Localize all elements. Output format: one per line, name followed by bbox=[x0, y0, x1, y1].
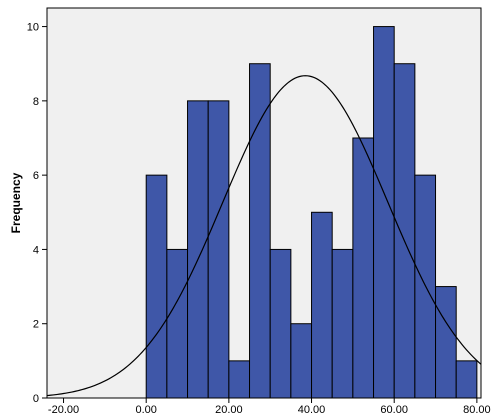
histogram-bar bbox=[207, 100, 230, 399]
x-tick-label: -20.00 bbox=[48, 404, 79, 416]
histogram-bar bbox=[311, 211, 333, 399]
bars-group bbox=[145, 26, 478, 399]
x-tick-label: 40.00 bbox=[298, 404, 326, 416]
y-tick-label: 6 bbox=[33, 170, 39, 182]
x-tick-label: 60.00 bbox=[380, 404, 408, 416]
histogram-bar bbox=[166, 248, 189, 399]
x-axis: -20.00 0.00 20.00 40.00 60.00 80.00 bbox=[48, 398, 491, 416]
y-axis-title: Frequency bbox=[9, 172, 23, 233]
histogram-bar bbox=[269, 248, 292, 399]
y-tick-label: 2 bbox=[33, 319, 39, 331]
histogram-bar bbox=[331, 248, 354, 399]
histogram-bar bbox=[290, 323, 313, 399]
x-tick-label: 20.00 bbox=[215, 404, 243, 416]
histogram-bar bbox=[435, 286, 457, 399]
y-tick-label: 0 bbox=[33, 393, 39, 405]
x-tick-label: 80.00 bbox=[463, 404, 491, 416]
histogram-bar bbox=[373, 26, 395, 399]
histogram-bar bbox=[145, 174, 168, 399]
histogram-bar bbox=[352, 137, 375, 399]
x-tick-label: 0.00 bbox=[135, 404, 156, 416]
y-tick-label: 4 bbox=[33, 244, 39, 256]
normal-curve bbox=[46, 75, 482, 397]
histogram-bar bbox=[187, 100, 209, 399]
y-axis: 0 2 4 6 8 10 bbox=[27, 22, 47, 405]
y-tick-label: 8 bbox=[33, 96, 39, 108]
histogram-bar bbox=[249, 63, 271, 399]
histogram-bar bbox=[455, 360, 478, 399]
y-tick-label: 10 bbox=[27, 22, 39, 34]
histogram-bar bbox=[228, 360, 251, 399]
histogram-bar bbox=[393, 63, 416, 399]
